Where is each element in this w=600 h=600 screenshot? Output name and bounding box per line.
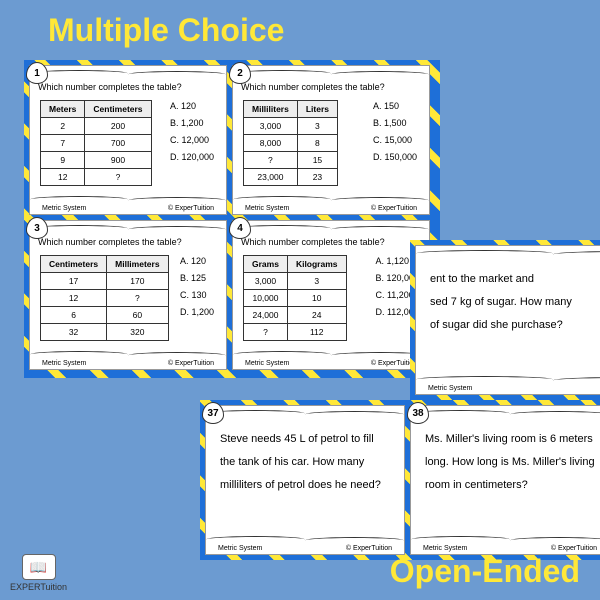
word-problem-text: Ms. Miller's living room is 6 meters lon… [411,406,600,505]
card-group-open: 37 Steve needs 45 L of petrol to fill th… [200,400,600,560]
card-number-badge: 3 [26,217,48,239]
card-number-badge: 4 [229,217,251,239]
card-group-mc: 1 Which number completes the table? Mete… [24,60,440,378]
conversion-table: GramsKilograms 3,0003 10,00010 24,00024 … [243,255,347,341]
brand-text: EXPERTuition [10,582,67,592]
answer-choices: A. 120B. 1,200 C. 12,000D. 120,000 [170,98,214,166]
word-problem-text: Steve needs 45 L of petrol to fill the t… [206,406,404,505]
task-card-partial: ent to the market and sed 7 kg of sugar.… [415,245,600,395]
word-problem-text: ent to the market and sed 7 kg of sugar.… [416,246,600,345]
conversion-table: CentimetersMillimeters 17170 12? 660 323… [40,255,169,341]
card-number-badge: 1 [26,62,48,84]
conversion-table: MillilitersLiters 3,0003 8,0008 ?15 23,0… [243,100,338,186]
answer-choices: A. 150B. 1,500 C. 15,000D. 150,000 [373,98,417,166]
task-card-open-1: 37 Steve needs 45 L of petrol to fill th… [205,405,405,555]
task-card-3: 3 Which number completes the table? Cent… [29,220,227,370]
answer-choices: A. 120B. 125 C. 130D. 1,200 [180,253,214,321]
task-card-1: 1 Which number completes the table? Mete… [29,65,227,215]
book-icon: 📖 [22,554,56,580]
card-number-badge: 2 [229,62,251,84]
brand-logo: 📖 EXPERTuition [10,554,67,592]
task-card-2: 2 Which number completes the table? Mill… [232,65,430,215]
card-number-badge: 37 [202,402,224,424]
card-group-partial: ent to the market and sed 7 kg of sugar.… [410,240,600,400]
task-card-4: 4 Which number completes the table? Gram… [232,220,430,370]
card-number-badge: 38 [407,402,429,424]
task-card-open-2: 38 Ms. Miller's living room is 6 meters … [410,405,600,555]
title-open-ended: Open-Ended [390,553,580,590]
conversion-table: MetersCentimeters 2200 7700 9900 12? [40,100,152,186]
title-multiple-choice: Multiple Choice [48,12,284,49]
